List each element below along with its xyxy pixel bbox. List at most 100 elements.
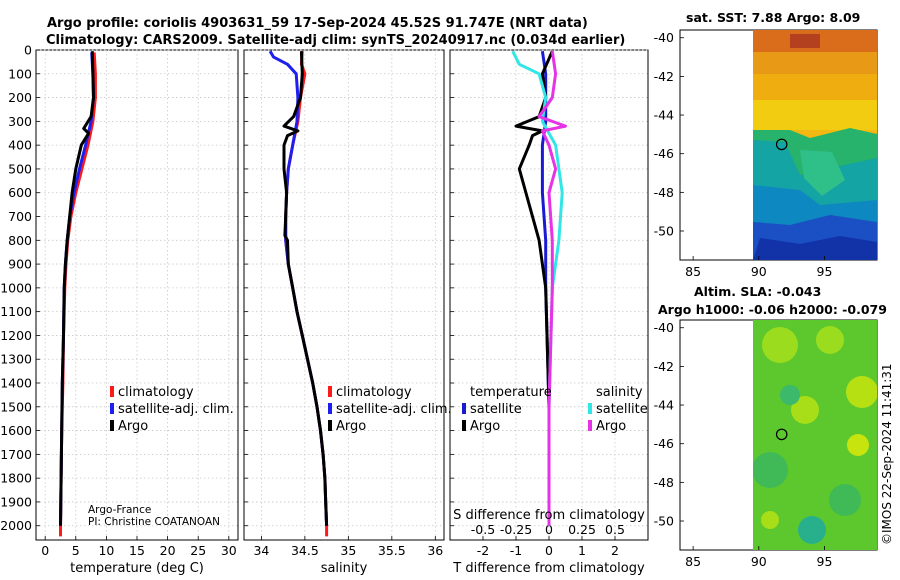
x-tick-label: 34 bbox=[253, 543, 269, 558]
depth-tick-label: 1100 bbox=[0, 304, 32, 319]
legend-swatch-s-satellite bbox=[588, 403, 592, 414]
difference-panel: -2 -1 0 1 2 -0.5 -0.25 0 0.25 0.5 T difference f… bbox=[449, 49, 649, 576]
map-lat-tick-label: -42 bbox=[654, 359, 674, 374]
t-difference-tick-labels: -2 -1 0 1 2 bbox=[477, 543, 619, 558]
legend-swatch-satellite-adj bbox=[328, 403, 332, 414]
sla-argo-marker bbox=[775, 428, 788, 441]
legend-swatch-climatology bbox=[328, 386, 332, 397]
sst-heatmap bbox=[753, 30, 877, 260]
x-tick-label: 36 bbox=[427, 543, 443, 558]
x-tick-label: 1 bbox=[578, 543, 586, 558]
legend-label-climatology: climatology bbox=[118, 385, 194, 400]
map-lat-tick-label: -44 bbox=[654, 398, 674, 413]
depth-tick-label: 1700 bbox=[0, 447, 32, 462]
x-tick-label: 25 bbox=[190, 543, 206, 558]
depth-tick-label: 1900 bbox=[0, 494, 32, 509]
difference-grid bbox=[450, 49, 648, 540]
s-diff-tick-label: -0.5 bbox=[471, 522, 495, 537]
legend-group-salinity: salinity bbox=[596, 385, 643, 400]
x-tick-label: 5 bbox=[72, 543, 80, 558]
s-difference-tick-labels: -0.5 -0.25 0 0.25 0.5 bbox=[471, 522, 625, 537]
temperature-legend: climatology satellite-adj. clim. Argo bbox=[110, 385, 234, 434]
legend-label-t-argo: Argo bbox=[470, 419, 500, 434]
sla-heatmap bbox=[753, 320, 877, 550]
s-diff-tick-label: -0.25 bbox=[500, 522, 532, 537]
map-lat-tick-label: -50 bbox=[654, 514, 674, 529]
legend-label-climatology: climatology bbox=[336, 385, 412, 400]
x-tick-label: 10 bbox=[98, 543, 114, 558]
legend-swatch-climatology bbox=[110, 386, 114, 397]
temperature-series bbox=[59, 51, 97, 537]
credit-line2: PI: Christine COATANOAN bbox=[88, 516, 220, 528]
map-lat-tick-label: -46 bbox=[654, 146, 674, 161]
sst-map-title: sat. SST: 7.88 Argo: 8.09 bbox=[686, 10, 861, 25]
legend-label-s-argo: Argo bbox=[596, 419, 626, 434]
map-lat-tick-label: -40 bbox=[654, 30, 674, 45]
depth-tick-label: 200 bbox=[8, 90, 32, 105]
legend-swatch-s-argo bbox=[588, 420, 592, 431]
sla-map-subtitle: Argo h1000: -0.06 h2000: -0.079 bbox=[658, 302, 887, 317]
x-tick-label: 30 bbox=[221, 543, 237, 558]
map-lon-tick-label: 90 bbox=[751, 554, 767, 569]
temperature-panel: 0100200300400500600700800900100011001200… bbox=[0, 43, 239, 576]
s-diff-tick-label: 0 bbox=[545, 522, 553, 537]
sla-map-panel: 85 90 95 -40 -42 -44 -46 -48 -50 bbox=[654, 319, 878, 569]
map-lat-tick-label: -48 bbox=[654, 475, 674, 490]
map-lat-tick-label: -42 bbox=[654, 69, 674, 84]
map-lat-tick-label: -40 bbox=[654, 320, 674, 335]
figure-title-line2: Climatology: CARS2009. Satellite-adj cli… bbox=[46, 33, 626, 48]
depth-tick-label: 1000 bbox=[0, 280, 32, 295]
map-lat-tick-label: -50 bbox=[654, 224, 674, 239]
series-salinity-argo bbox=[537, 50, 567, 526]
x-tick-label: -2 bbox=[477, 543, 489, 558]
sla-lat-tick-labels: -40 -42 -44 -46 -48 -50 bbox=[654, 320, 684, 529]
sla-map-title: Altim. SLA: -0.043 bbox=[694, 284, 822, 299]
map-lon-tick-label: 85 bbox=[685, 554, 701, 569]
legend-swatch-argo bbox=[328, 420, 332, 431]
depth-tick-label: 0 bbox=[24, 43, 32, 58]
temperature-xlabel: temperature (deg C) bbox=[70, 561, 204, 576]
legend-label-s-satellite: satellite bbox=[596, 402, 648, 417]
x-tick-label: 20 bbox=[160, 543, 176, 558]
figure-title-line1: Argo profile: coriolis 4903631_59 17-Sep… bbox=[47, 16, 588, 31]
map-lat-tick-label: -46 bbox=[654, 436, 674, 451]
depth-tick-label: 800 bbox=[8, 233, 32, 248]
difference-legend: temperature salinity satellite Argo sate… bbox=[462, 385, 648, 434]
x-tick-label: 0 bbox=[545, 543, 553, 558]
legend-group-temperature: temperature bbox=[470, 385, 552, 400]
depth-tick-label: 1200 bbox=[0, 328, 32, 343]
depth-tick-label: 600 bbox=[8, 185, 32, 200]
depth-tick-label: 1300 bbox=[0, 352, 32, 367]
x-tick-label: 2 bbox=[611, 543, 619, 558]
salinity-series bbox=[268, 50, 329, 537]
x-tick-label: 35 bbox=[340, 543, 356, 558]
legend-label-satellite-adj: satellite-adj. clim. bbox=[336, 402, 452, 417]
depth-tick-labels: 0 100 200 300 400 500 600 700 800 900 1000 1100 1200… bbox=[0, 43, 32, 534]
legend-label-argo: Argo bbox=[118, 419, 148, 434]
difference-series bbox=[511, 50, 567, 526]
legend-label-t-satellite: satellite bbox=[470, 402, 522, 417]
depth-tick-label: 1400 bbox=[0, 376, 32, 391]
legend-label-argo: Argo bbox=[336, 419, 366, 434]
depth-tick-label: 1500 bbox=[0, 399, 32, 414]
legend-swatch-satellite-adj bbox=[110, 403, 114, 414]
map-lat-tick-label: -44 bbox=[654, 108, 674, 123]
depth-tick-label: 900 bbox=[8, 257, 32, 272]
sst-map-panel: 85 90 95 -40 -42 -44 -46 -48 -50 bbox=[654, 29, 878, 279]
x-tick-label: 35.5 bbox=[378, 543, 406, 558]
x-tick-label: 0 bbox=[41, 543, 49, 558]
salinity-legend: climatology satellite-adj. clim. Argo bbox=[328, 385, 452, 434]
sst-lon-tick-labels: 85 90 95 bbox=[685, 256, 832, 279]
salinity-axes-frame bbox=[243, 49, 445, 541]
s-difference-xlabel: S difference from climatology bbox=[453, 508, 645, 523]
depth-tick-label: 100 bbox=[8, 66, 32, 81]
x-tick-label: 15 bbox=[129, 543, 145, 558]
map-lon-tick-label: 95 bbox=[817, 264, 833, 279]
legend-label-satellite-adj: satellite-adj. clim. bbox=[118, 402, 234, 417]
x-tick-label: -1 bbox=[510, 543, 522, 558]
temperature-tick-labels: 0 5 10 15 20 25 30 bbox=[41, 543, 237, 558]
s-diff-tick-label: 0.5 bbox=[605, 522, 625, 537]
temperature-grid bbox=[36, 49, 238, 540]
depth-tick-label: 500 bbox=[8, 161, 32, 176]
salinity-tick-labels: 34 34.5 35 35.5 36 bbox=[253, 543, 443, 558]
